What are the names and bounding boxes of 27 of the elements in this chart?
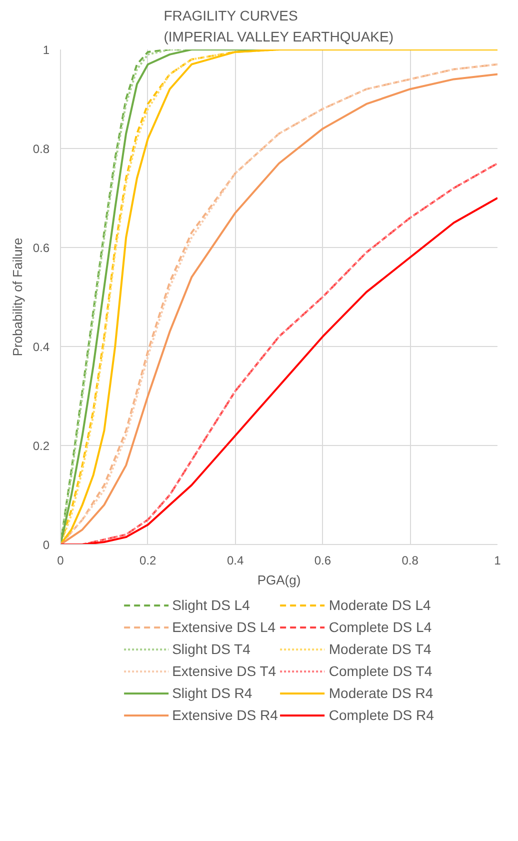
x-tick-label: 0.6 (314, 554, 332, 568)
x-tick-label: 0 (57, 554, 64, 568)
x-tick-label: 0.4 (226, 554, 244, 568)
y-tick-label: 0.8 (32, 142, 50, 156)
legend-label: Complete DS R4 (328, 707, 434, 723)
legend-label: Extensive DS L4 (172, 619, 276, 635)
legend-label: Slight DS R4 (172, 685, 252, 701)
legend-label: Moderate DS R4 (328, 685, 434, 701)
legend-label: Slight DS L4 (172, 597, 250, 613)
legend-label: Complete DS T4 (328, 663, 432, 679)
legend-label: Moderate DS T4 (328, 641, 432, 657)
x-tick-label: 0.2 (140, 554, 157, 568)
y-tick-label: 0.4 (32, 340, 50, 354)
y-tick-label: 0.2 (32, 439, 50, 453)
x-axis-title: PGA(g) (257, 572, 301, 588)
legend-label: Complete DS L4 (328, 619, 432, 635)
y-tick-label: 1 (42, 43, 50, 57)
x-tick-label: 0.8 (402, 554, 419, 568)
legend-label: Extensive DS R4 (172, 707, 278, 723)
chart-title: FRAGILITY CURVES (IMPERIAL VALLEY EARTHQUAKE) (164, 8, 394, 44)
legend-label: Slight DS T4 (172, 641, 250, 657)
y-tick-label: 0 (42, 538, 50, 552)
legend-label: Extensive DS T4 (172, 663, 276, 679)
legend-label: Moderate DS L4 (328, 597, 431, 613)
x-tick-label: 1 (494, 554, 502, 568)
y-axis-title: Probability of Failure (10, 238, 25, 356)
y-tick-label: 0.6 (32, 241, 50, 255)
